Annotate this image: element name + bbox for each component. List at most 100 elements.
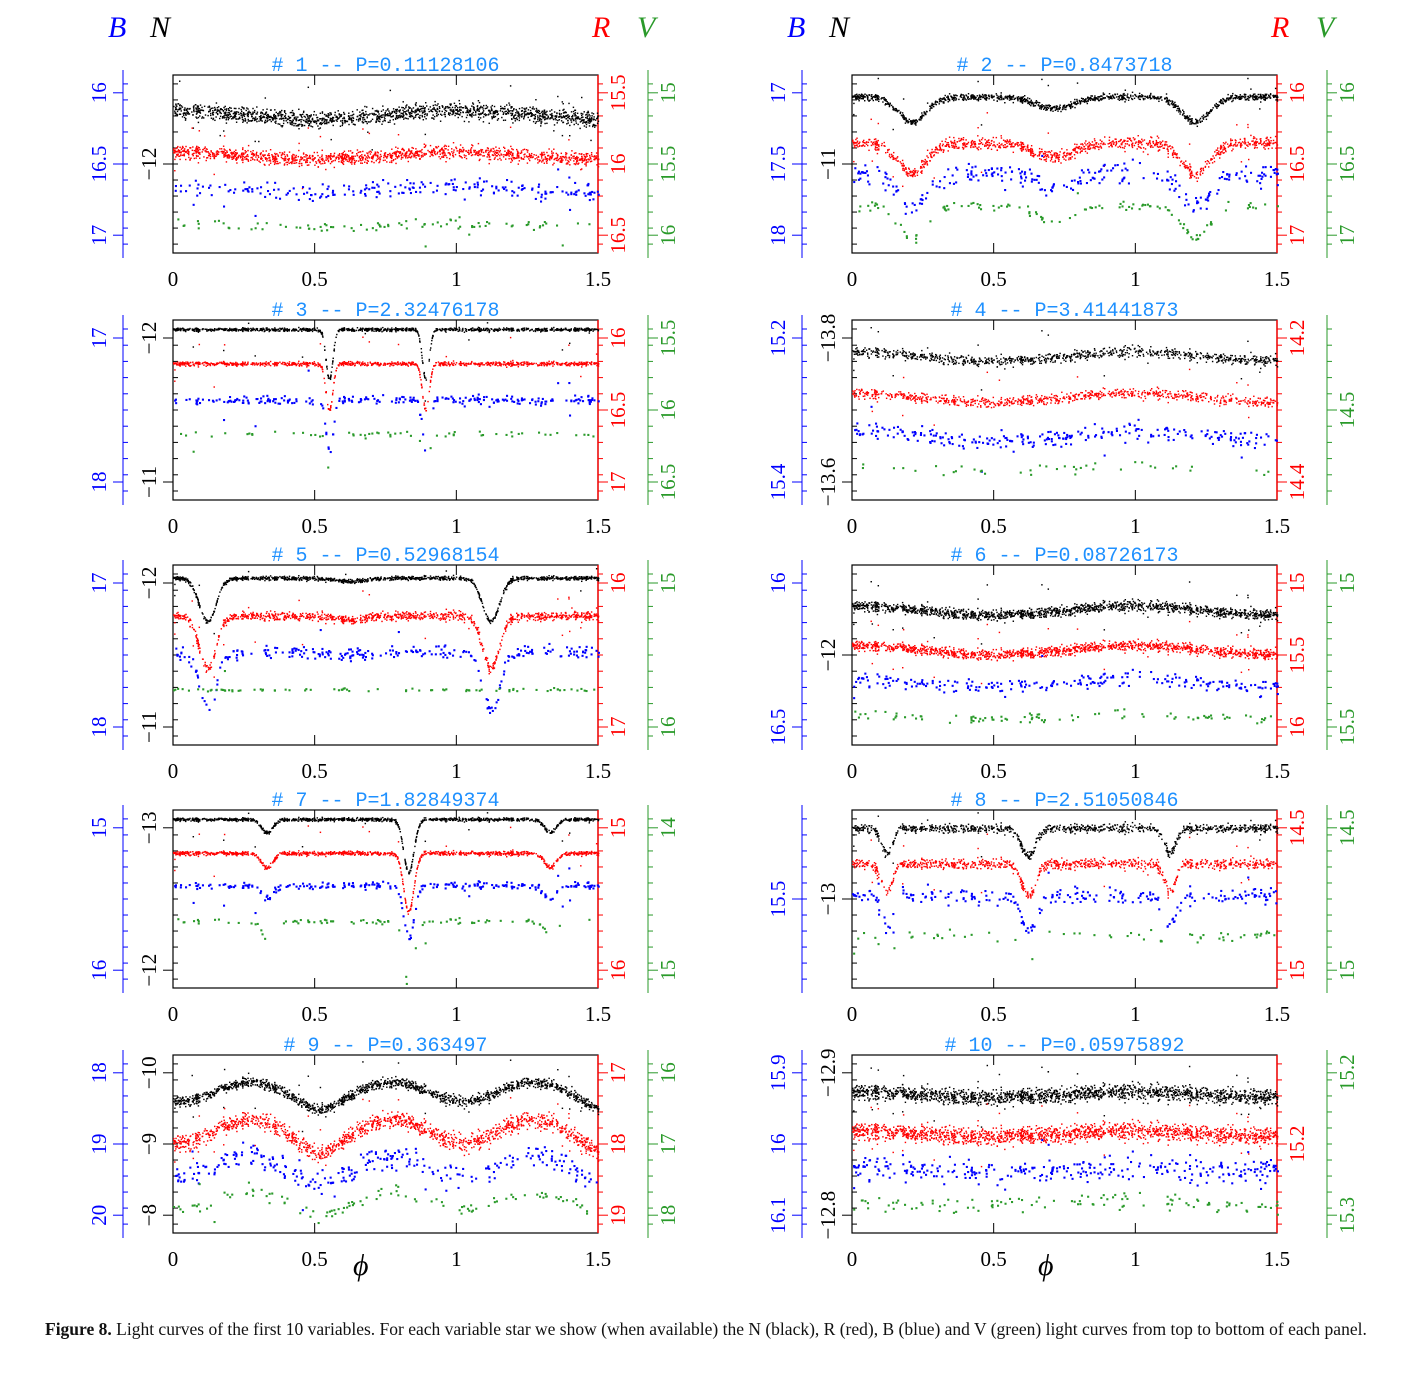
- data-point-N: [382, 117, 383, 118]
- data-point-R: [278, 156, 279, 157]
- data-point-R: [444, 153, 445, 154]
- data-point-R: [440, 154, 441, 155]
- data-point-R: [571, 157, 572, 158]
- data-point-B: [544, 191, 546, 193]
- data-point-N: [514, 114, 515, 115]
- data-point-N: [537, 115, 538, 116]
- data-point-R: [307, 165, 308, 166]
- data-point-R: [242, 159, 243, 160]
- data-point-N: [235, 118, 236, 119]
- data-point-N: [1185, 116, 1186, 117]
- data-point-R: [173, 148, 174, 149]
- data-point-N: [1114, 97, 1115, 98]
- data-point-N: [208, 111, 209, 112]
- data-point-R: [453, 149, 454, 150]
- data-point-R: [476, 151, 477, 152]
- data-point-N: [945, 100, 946, 101]
- data-point-B: [202, 186, 204, 188]
- data-point-R: [347, 154, 348, 155]
- data-point-R: [369, 133, 370, 134]
- data-point-B: [293, 187, 295, 189]
- data-point-N: [497, 119, 498, 120]
- data-point-N: [298, 109, 299, 110]
- data-point-N: [385, 114, 386, 115]
- data-point-R: [494, 150, 495, 151]
- data-point-N: [884, 98, 885, 99]
- data-point-R: [526, 149, 527, 150]
- header-v-label: V: [1316, 11, 1338, 44]
- data-point-N: [1182, 114, 1183, 115]
- data-point-R: [266, 160, 267, 161]
- data-point-V: [214, 220, 216, 222]
- data-point-N: [260, 115, 261, 116]
- data-point-R: [174, 170, 175, 171]
- data-point-V: [458, 228, 460, 230]
- data-point-N: [1197, 121, 1198, 122]
- data-point-R: [500, 150, 501, 151]
- data-point-R: [392, 153, 393, 154]
- data-point-B: [538, 184, 540, 186]
- series-R: [173, 127, 599, 190]
- data-point-R: [415, 148, 416, 149]
- data-point-B: [498, 189, 500, 191]
- data-point-R: [966, 144, 967, 145]
- data-point-N: [422, 108, 423, 109]
- data-point-B: [343, 185, 345, 187]
- data-point-N: [193, 106, 194, 107]
- data-point-B: [469, 186, 471, 188]
- data-point-N: [539, 117, 540, 118]
- data-point-N: [505, 120, 506, 121]
- data-point-N: [198, 122, 199, 123]
- data-point-R: [296, 159, 297, 160]
- data-point-B: [540, 196, 542, 198]
- data-point-N: [516, 111, 517, 112]
- data-point-B: [298, 199, 300, 201]
- data-point-N: [280, 118, 281, 119]
- data-point-R: [422, 156, 423, 157]
- data-point-N: [459, 109, 460, 110]
- data-point-B: [360, 190, 362, 192]
- data-point-N: [978, 98, 979, 99]
- data-point-N: [1178, 110, 1179, 111]
- data-point-N: [581, 117, 582, 118]
- data-point-R: [281, 157, 282, 158]
- data-point-B: [419, 191, 421, 193]
- data-point-R: [327, 158, 328, 159]
- data-point-N: [1062, 109, 1063, 110]
- data-point-R: [866, 144, 867, 145]
- data-point-R: [573, 158, 574, 159]
- data-point-B: [495, 186, 497, 188]
- data-point-R: [345, 159, 346, 160]
- data-point-R: [556, 160, 557, 161]
- data-point-R: [936, 152, 937, 153]
- data-point-R: [411, 150, 412, 151]
- data-point-N: [559, 110, 560, 111]
- data-point-R: [499, 158, 500, 159]
- data-point-R: [184, 150, 185, 151]
- data-point-N: [1012, 98, 1013, 99]
- data-point-N: [444, 112, 445, 113]
- data-point-N: [483, 116, 484, 117]
- data-point-R: [343, 161, 344, 162]
- data-point-N: [1247, 78, 1248, 79]
- data-point-R: [351, 162, 352, 163]
- data-point-R: [551, 156, 552, 157]
- data-point-R: [557, 155, 558, 156]
- data-point-N: [382, 105, 383, 106]
- data-point-R: [401, 158, 402, 159]
- data-point-R: [407, 157, 408, 158]
- data-point-N: [898, 110, 899, 111]
- data-point-R: [575, 152, 576, 153]
- data-point-R: [380, 154, 381, 155]
- data-point-N: [316, 114, 317, 115]
- data-point-N: [308, 120, 309, 121]
- data-point-N: [271, 121, 272, 122]
- data-point-R: [353, 158, 354, 159]
- data-point-B: [189, 185, 191, 187]
- data-point-R: [441, 156, 442, 157]
- data-point-N: [1074, 103, 1075, 104]
- data-point-N: [1259, 108, 1260, 109]
- data-point-R: [891, 154, 892, 155]
- data-point-N: [1074, 99, 1075, 100]
- y-tick-label-N: −11: [816, 148, 840, 180]
